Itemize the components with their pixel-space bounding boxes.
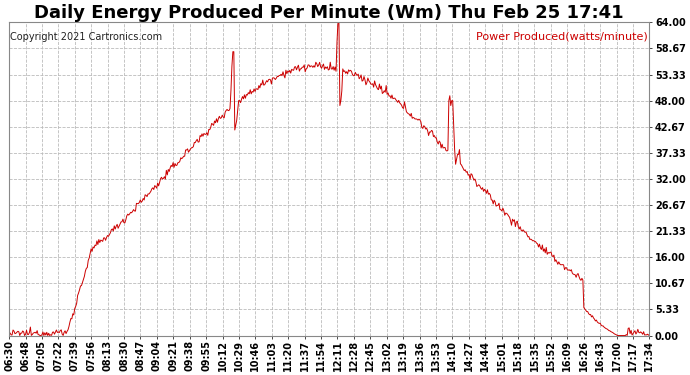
Text: Copyright 2021 Cartronics.com: Copyright 2021 Cartronics.com — [10, 32, 163, 42]
Title: Daily Energy Produced Per Minute (Wm) Thu Feb 25 17:41: Daily Energy Produced Per Minute (Wm) Th… — [34, 4, 624, 22]
Text: Power Produced(watts/minute): Power Produced(watts/minute) — [476, 32, 648, 42]
